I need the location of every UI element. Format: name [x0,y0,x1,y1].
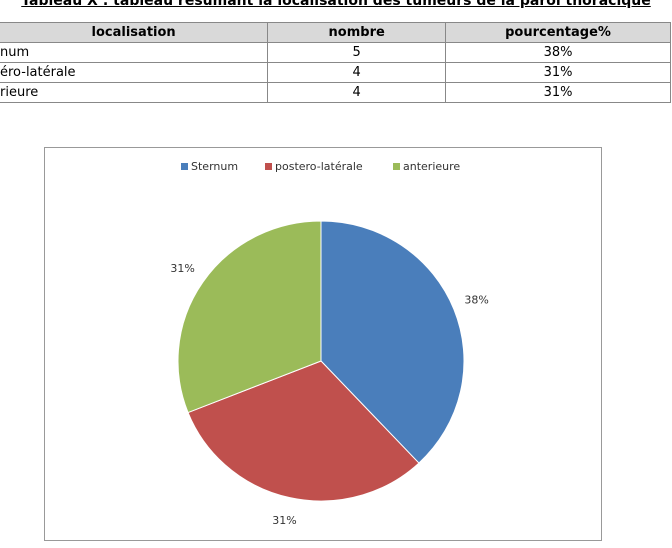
row: num 5 38% [0,42,671,63]
data-label: 31% [170,262,194,275]
legend-swatch [265,163,272,170]
header-cell: pourcentage% [445,22,671,43]
legend-label: Sternum [191,160,238,173]
data-label: 31% [272,514,296,527]
legend-swatch [181,163,188,170]
legend-label: anterieure [403,160,460,173]
pie-slice [320,220,465,464]
cell: 31% [445,82,671,103]
legend-swatch [393,163,400,170]
header-row: localisation nombre pourcentage% [0,22,671,43]
pie-slice [187,360,420,502]
row: rieure 4 31% [0,82,671,103]
cell: rieure [0,82,269,103]
pie-slice [177,220,322,414]
cell: 4 [267,82,447,103]
legend-label: postero-latérale [275,160,363,173]
header-cell: localisation [0,22,269,43]
table-title: Tableau X : tableau résumant la localisa… [21,0,651,9]
header-cell: nombre [267,22,447,43]
data-label: 38% [464,294,488,307]
table: localisation nombre pourcentage% num 5 38%… [0,22,671,103]
